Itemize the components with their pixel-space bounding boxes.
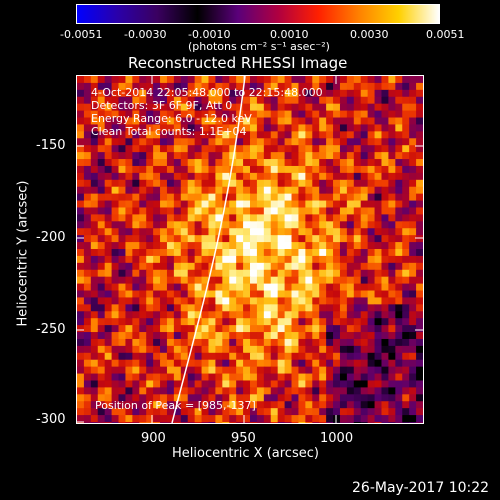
y-tick-minus300: -300 <box>36 412 66 427</box>
x-axis-label: Heliocentric X (arcsec) <box>172 446 319 461</box>
colorbar-tick-0: -0.0051 <box>60 28 103 41</box>
x-tick-950: 950 <box>231 431 256 446</box>
y-axis-label: Heliocentric Y (arcsec) <box>15 180 31 327</box>
colorbar-tick-3: 0.0010 <box>270 28 309 41</box>
colorbar-tick-2: -0.0010 <box>188 28 231 41</box>
y-tick-minus250: -250 <box>36 322 66 337</box>
colorbar-tick-5: 0.0051 <box>426 28 465 41</box>
footer-timestamp: 26-May-2017 10:22 <box>352 480 490 496</box>
colorbar-gradient <box>77 5 439 23</box>
info-time-range: 4-Oct-2014 22:05:48.000 to 22:15:48.000 <box>91 86 323 99</box>
peak-position-label: Position of Peak = [985,-137] <box>95 399 256 412</box>
x-tick-900: 900 <box>141 431 166 446</box>
colorbar-units: (photons cm⁻² s⁻¹ asec⁻²) <box>188 40 330 53</box>
y-tick-minus150: -150 <box>36 138 66 153</box>
x-tick-1000: 1000 <box>320 431 354 446</box>
colorbar-tick-4: 0.0030 <box>350 28 389 41</box>
colorbar <box>76 4 440 24</box>
reconstructed-image <box>77 76 423 423</box>
info-detectors: Detectors: 3F 6F 9F, Att 0 <box>91 99 233 112</box>
image-title: Reconstructed RHESSI Image <box>128 54 348 72</box>
y-tick-minus200: -200 <box>36 230 66 245</box>
colorbar-tick-1: -0.0030 <box>124 28 167 41</box>
image-pixels <box>77 76 423 423</box>
solar-limb-line <box>171 76 246 423</box>
plot-area: 4-Oct-2014 22:05:48.000 to 22:15:48.000 … <box>76 75 424 424</box>
info-energy-range: Energy Range: 6.0 - 12.0 keV <box>91 112 252 125</box>
info-clean-counts: Clean Total counts: 1.1E+04 <box>91 125 247 138</box>
